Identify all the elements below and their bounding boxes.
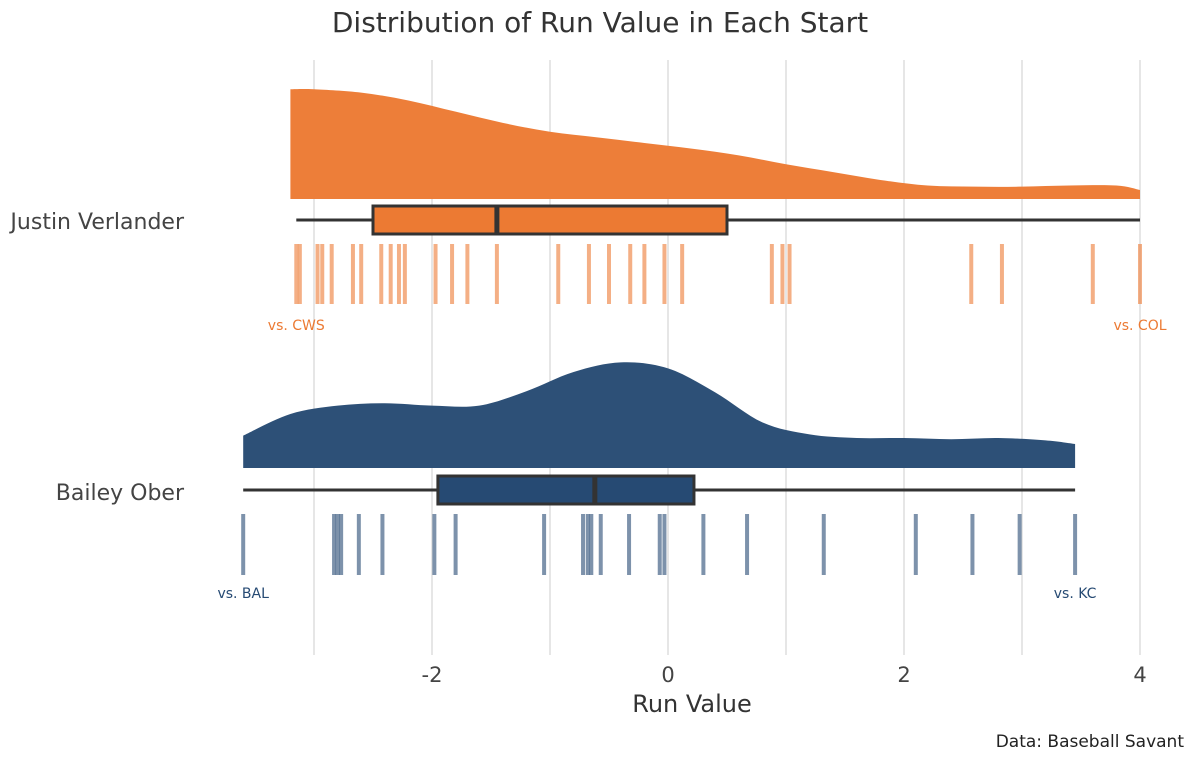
density-curve [290, 88, 1140, 199]
x-tick-label: 0 [661, 663, 674, 687]
player-name-label: Bailey Ober [56, 481, 185, 506]
x-tick-label: 4 [1133, 663, 1146, 687]
density-curve [243, 362, 1076, 468]
low-start-label: vs. BAL [217, 586, 269, 602]
low-start-label: vs. CWS [268, 318, 325, 334]
chart-title: Distribution of Run Value in Each Start [331, 6, 869, 39]
box [436, 474, 696, 506]
x-axis-label: Run Value [632, 690, 752, 718]
player-name-label: Justin Verlander [8, 210, 185, 235]
x-tick-label: -2 [422, 663, 443, 687]
high-start-label: vs. COL [1113, 318, 1166, 334]
high-start-label: vs. KC [1054, 586, 1097, 602]
x-tick-label: 2 [897, 663, 910, 687]
box [371, 204, 729, 236]
data-source-caption: Data: Baseball Savant [995, 732, 1184, 752]
